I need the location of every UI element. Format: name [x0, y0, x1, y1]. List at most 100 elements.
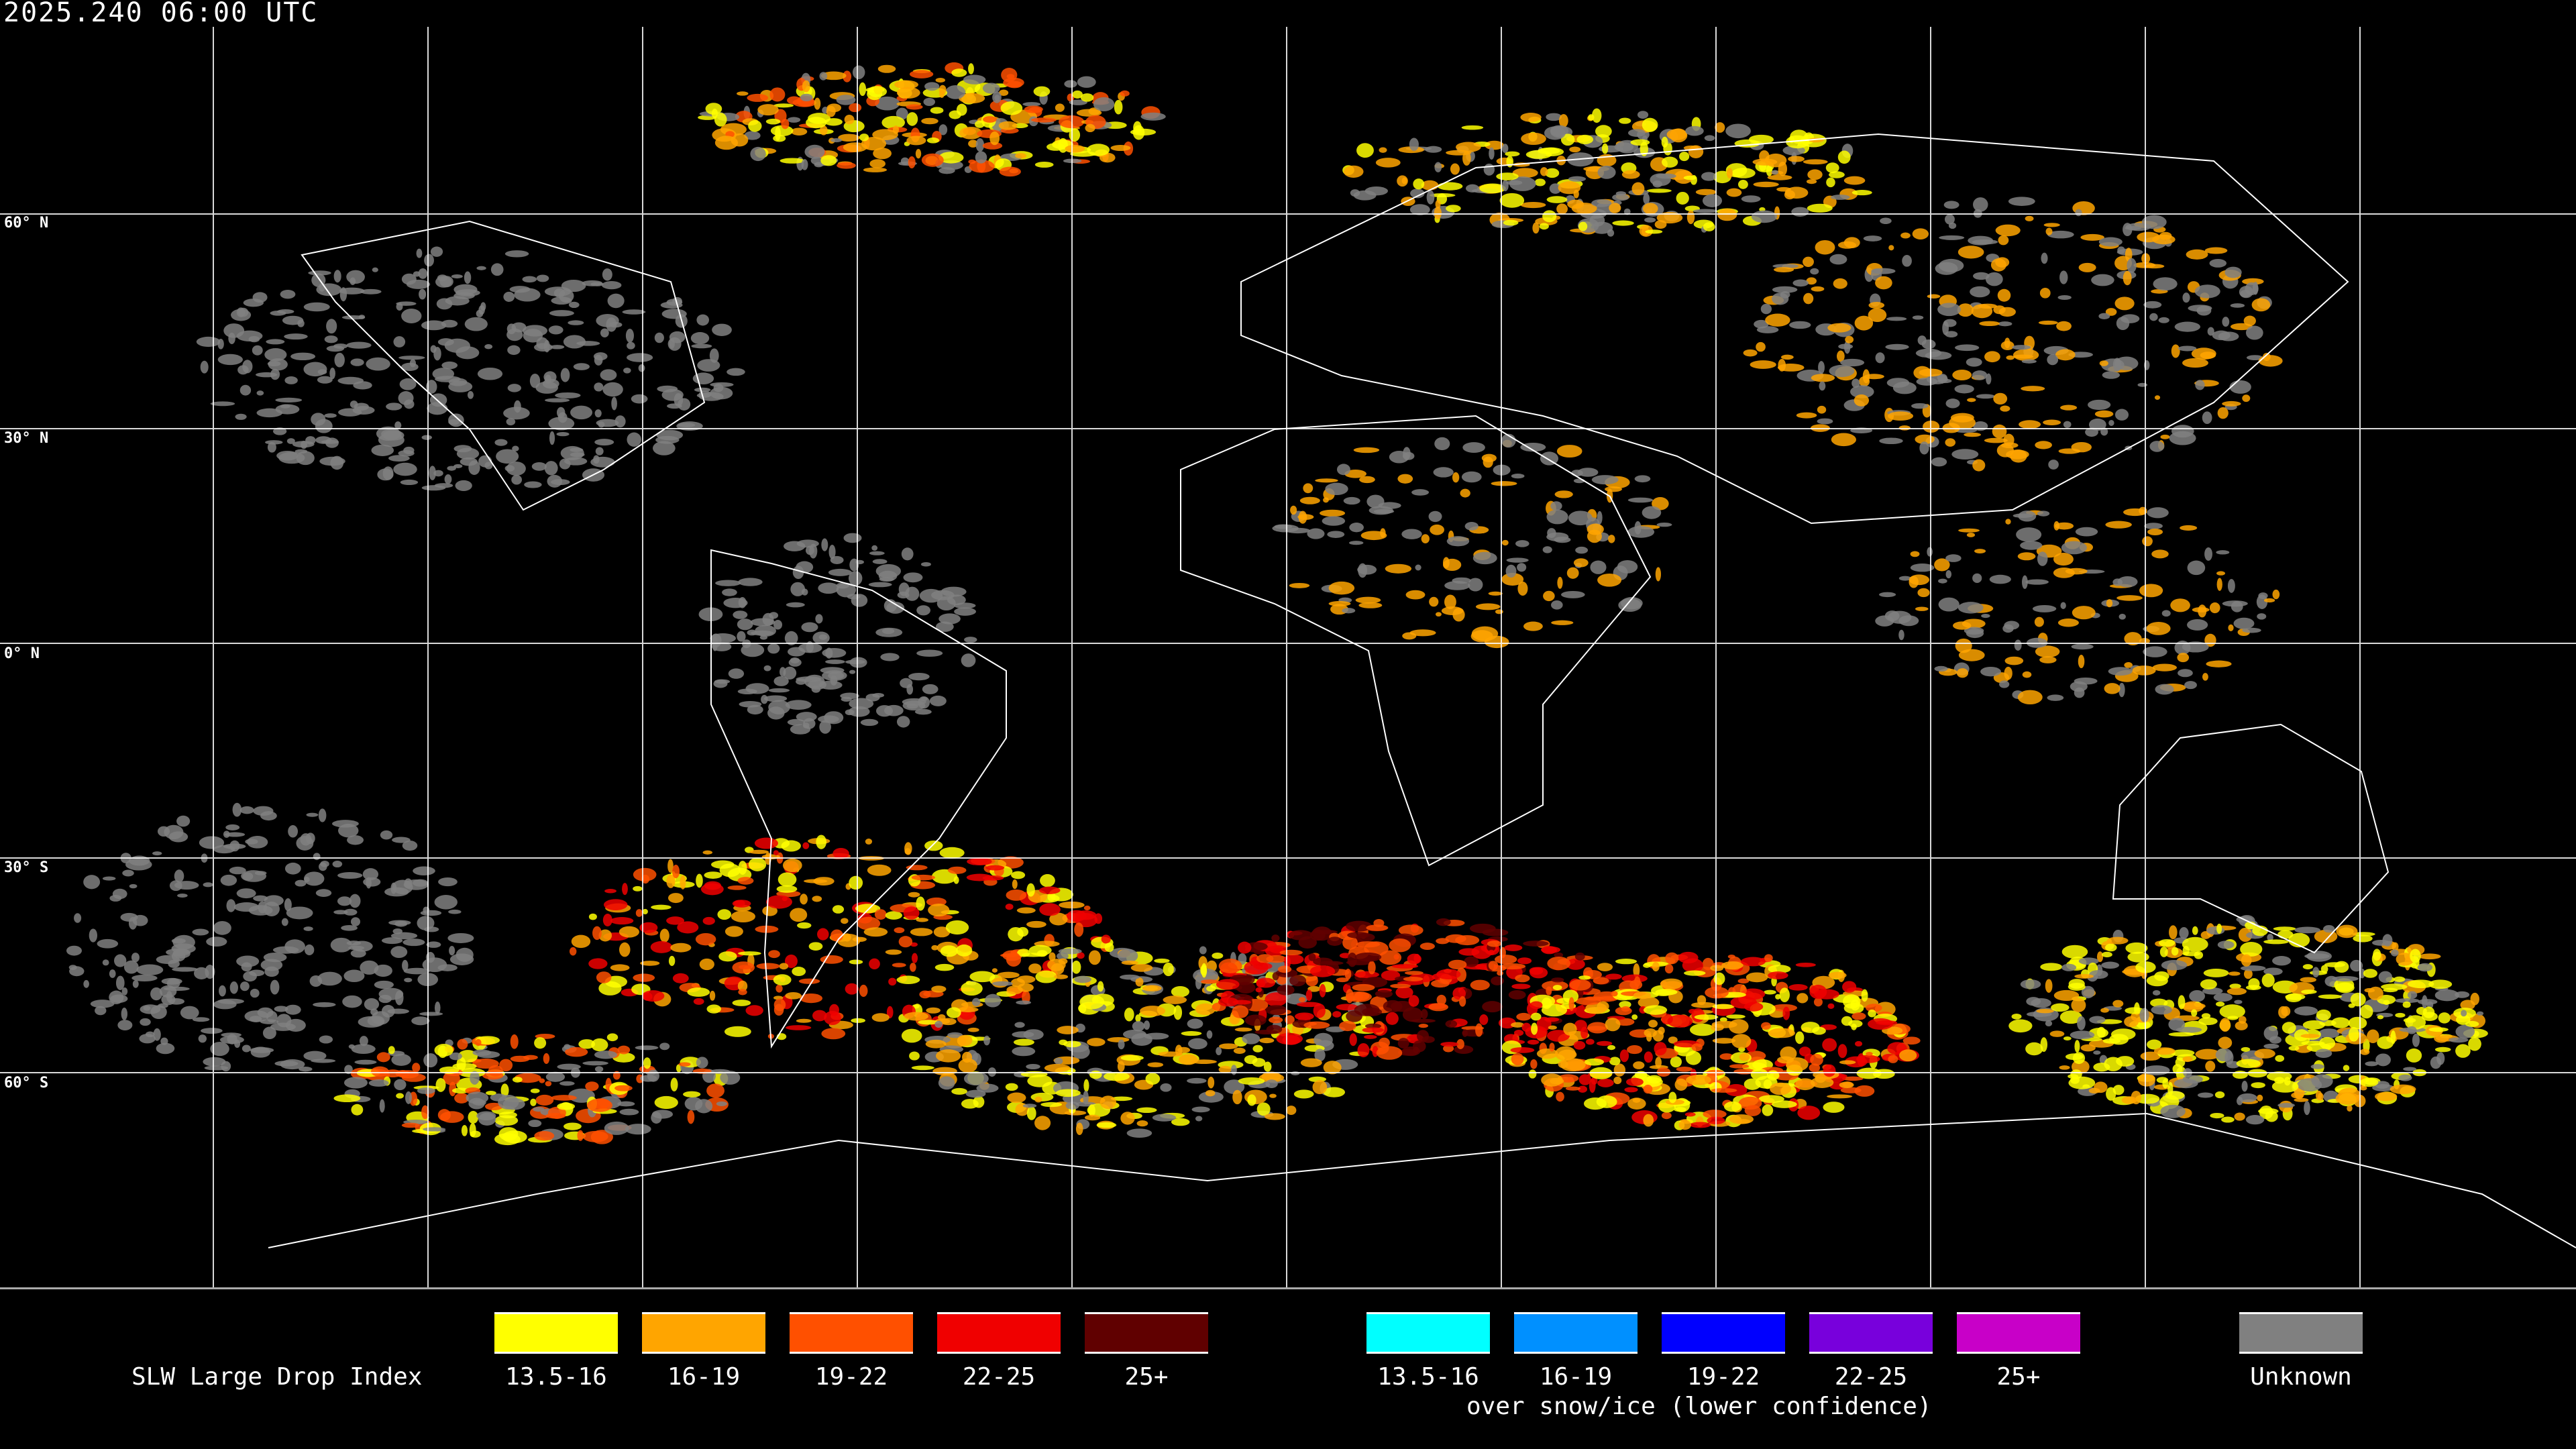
cloud-pixel [1279, 949, 1303, 956]
cloud-pixel [545, 398, 570, 402]
cloud-pixel [1140, 112, 1166, 121]
cloud-pixel [1840, 358, 1865, 367]
cloud-pixel [2470, 992, 2479, 1006]
cloud-pixel [1764, 153, 1787, 168]
cloud-pixel [1912, 228, 1929, 239]
cloud-pixel [1942, 321, 1949, 335]
cloud-pixel [940, 945, 958, 957]
cloud-pixel [1703, 222, 1715, 231]
cloud-pixel [303, 362, 327, 377]
cloud-pixel [750, 146, 766, 162]
cloud-pixel [610, 917, 634, 925]
cloud-pixel [754, 837, 778, 849]
cloud-pixel [1577, 468, 1599, 477]
cloud-pixel [1569, 146, 1581, 153]
cloud-pixel [223, 323, 245, 338]
cloud-pixel [1690, 1002, 1717, 1008]
cloud-pixel [2300, 1034, 2320, 1038]
lat-label-30n: 30° N [4, 430, 49, 447]
cloud-pixel [935, 77, 946, 83]
cloud-pixel [1187, 1018, 1203, 1029]
cloud-pixel [1435, 199, 1441, 209]
cloud-pixel [625, 328, 634, 343]
cloud-pixel [705, 103, 722, 115]
cloud-pixel [984, 994, 1002, 1008]
cloud-pixel [1547, 528, 1556, 538]
cloud-pixel [2242, 627, 2261, 633]
cloud-pixel [1344, 470, 1366, 478]
cloud-pixel [1811, 374, 1835, 382]
cloud-pixel [451, 1087, 470, 1094]
cloud-pixel [659, 928, 669, 943]
cloud-pixel [1462, 151, 1471, 166]
cloud-pixel [192, 928, 209, 936]
cloud-pixel [1255, 987, 1263, 993]
cloud-pixel [351, 1044, 376, 1055]
cloud-pixel [1448, 959, 1467, 970]
cloud-pixel [337, 872, 363, 879]
cloud-pixel [933, 926, 951, 938]
cloud-pixel [503, 291, 515, 302]
cloud-pixel [920, 696, 928, 702]
cloud-pixel [677, 921, 699, 934]
cloud-pixel [1590, 560, 1607, 574]
cloud-pixel [2099, 360, 2108, 366]
cloud-pixel [2051, 1003, 2070, 1012]
cloud-pixel [1515, 974, 1530, 983]
cloud-pixel [782, 858, 802, 873]
cloud-pixel [1327, 936, 1343, 946]
cloud-pixel [1822, 1038, 1837, 1052]
cloud-pixel [824, 118, 843, 126]
cloud-pixel [667, 859, 674, 873]
cloud-pixel [841, 918, 849, 924]
cloud-pixel [2091, 274, 2114, 286]
cloud-pixel [1795, 963, 1816, 967]
cloud-pixel [286, 438, 295, 444]
cloud-pixel [437, 274, 448, 282]
cloud-pixel [2240, 965, 2266, 971]
cloud-pixel [1107, 1037, 1130, 1042]
cloud-pixel [1966, 533, 1976, 537]
cloud-pixel [349, 894, 361, 908]
cloud-pixel [2101, 951, 2112, 958]
cloud-pixel [1233, 1047, 1246, 1055]
cloud-pixel [1566, 958, 1585, 970]
cloud-pixel [968, 140, 978, 148]
cloud-pixel [74, 913, 82, 923]
cloud-pixel [1842, 981, 1857, 993]
cloud-pixel [2234, 1112, 2245, 1121]
cloud-pixel [1597, 1078, 1614, 1087]
cloud-pixel [737, 980, 748, 991]
cloud-pixel [1440, 1042, 1459, 1047]
cloud-pixel [1236, 981, 1256, 994]
cloud-pixel [1686, 1075, 1711, 1085]
cloud-pixel [606, 1033, 619, 1042]
cloud-pixel [2461, 1010, 2467, 1017]
cloud-pixel [2348, 1016, 2367, 1030]
cloud-pixel [254, 871, 267, 875]
cloud-pixel [1485, 140, 1504, 150]
cloud-pixel [787, 96, 802, 105]
cloud-pixel [1520, 202, 1546, 209]
cloud-pixel [1956, 668, 1969, 678]
cloud-pixel [1789, 321, 1811, 329]
cloud-pixel [999, 166, 1021, 177]
cloud-pixel [2149, 313, 2158, 321]
cloud-pixel [1200, 979, 1220, 984]
cloud-pixel [1578, 975, 1591, 980]
cloud-pixel [2189, 989, 2206, 1002]
cloud-pixel [2381, 983, 2408, 990]
cloud-pixel [1715, 122, 1725, 133]
cloud-pixel [1434, 162, 1442, 172]
cloud-pixel [315, 889, 332, 897]
cloud-pixel [90, 1000, 115, 1008]
cloud-pixel [867, 864, 892, 876]
cloud-pixel [908, 672, 930, 681]
cloud-pixel [633, 885, 643, 892]
cloud-pixel [687, 1110, 695, 1124]
cloud-pixel [2075, 209, 2082, 217]
cloud-pixel [1642, 117, 1658, 132]
cloud-pixel [867, 86, 888, 97]
cloud-pixel [1487, 941, 1502, 947]
cloud-pixel [622, 309, 646, 315]
